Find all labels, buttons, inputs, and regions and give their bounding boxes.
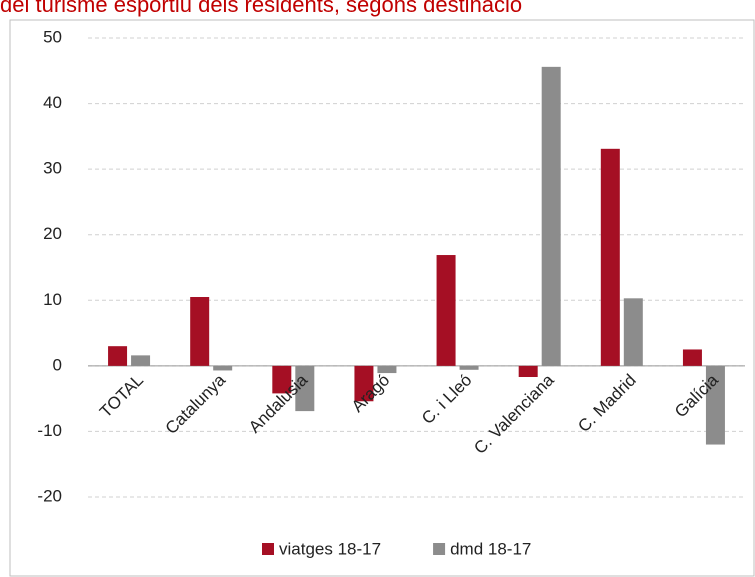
bar (272, 365, 292, 394)
bar (705, 365, 725, 445)
legend-label: viatges 18-17 (279, 539, 381, 558)
y-tick-label: -20 (37, 486, 62, 505)
y-tick-label: 30 (43, 159, 62, 178)
x-tick-label: C. i Lleó (418, 370, 476, 428)
y-tick-label: -10 (37, 421, 62, 440)
bar (190, 297, 210, 366)
bar (600, 148, 620, 366)
y-tick-label: 0 (53, 355, 62, 374)
chart-title: del turisme esportiu dels residents, seg… (0, 0, 522, 17)
legend-label: dmd 18-17 (450, 539, 531, 558)
y-tick-label: 40 (43, 93, 62, 112)
bar (354, 365, 374, 402)
bar (436, 255, 456, 366)
bar (623, 298, 643, 366)
bar (541, 66, 561, 366)
bar (377, 365, 397, 374)
legend-swatch (262, 543, 274, 555)
bar (682, 349, 702, 366)
bar (518, 365, 538, 378)
bar (131, 355, 151, 366)
legend-swatch (433, 543, 446, 555)
y-tick-label: 50 (43, 27, 62, 46)
x-tick-label: TOTAL (96, 370, 147, 421)
x-tick-label: Catalunya (162, 370, 230, 438)
bar (213, 365, 233, 371)
bar (295, 365, 315, 412)
x-tick-label: C. Valenciana (470, 370, 558, 458)
y-tick-label: 20 (43, 224, 62, 243)
bar (459, 365, 479, 370)
bar (108, 346, 128, 366)
y-tick-label: 10 (43, 290, 62, 309)
chart-frame (9, 19, 755, 577)
x-tick-label: C. Madrid (574, 370, 640, 436)
